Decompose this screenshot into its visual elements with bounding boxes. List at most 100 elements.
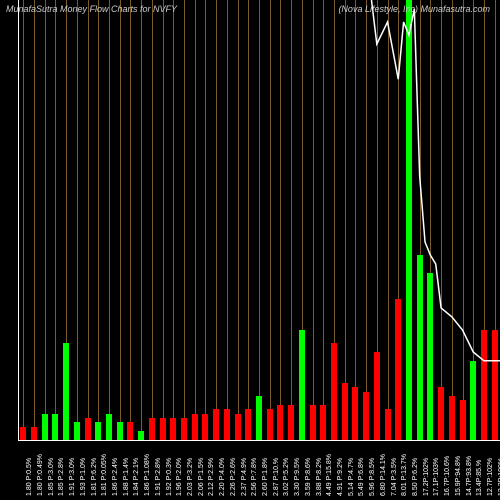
grid-line bbox=[238, 0, 239, 440]
bar bbox=[192, 414, 198, 440]
plot-area bbox=[18, 0, 500, 440]
bar bbox=[363, 392, 369, 440]
grid-line bbox=[45, 0, 46, 440]
x-label: 1.85 P:2.8% bbox=[58, 458, 65, 496]
bar bbox=[74, 422, 80, 440]
bar bbox=[63, 343, 69, 440]
grid-line bbox=[345, 0, 346, 440]
x-label: 8.01 P:13.7% bbox=[401, 454, 408, 496]
grid-line bbox=[452, 0, 453, 440]
bar bbox=[20, 427, 26, 440]
bar bbox=[138, 431, 144, 440]
grid-line bbox=[441, 0, 442, 440]
x-label: 4.49 P:15.8% bbox=[326, 454, 333, 496]
x-label: 1.81 P:6.2% bbox=[91, 458, 98, 496]
bar bbox=[267, 409, 273, 440]
bar bbox=[417, 255, 423, 440]
bar bbox=[160, 418, 166, 440]
bar bbox=[52, 414, 58, 440]
bar bbox=[170, 418, 176, 440]
x-label: 1.80 P:0.49% bbox=[37, 454, 44, 496]
grid-line bbox=[77, 0, 78, 440]
x-label: 2.06 P:1.5% bbox=[198, 458, 205, 496]
x-label: 6.80 P:14.1% bbox=[380, 454, 387, 496]
bar bbox=[277, 405, 283, 440]
x-label: 3.59 P:8.6% bbox=[305, 458, 312, 496]
x-label: 1.86 P:2.4% bbox=[112, 458, 119, 496]
x-label: 1.92 P:0.3% bbox=[166, 458, 173, 496]
bar bbox=[320, 405, 326, 440]
bar bbox=[470, 361, 476, 440]
x-label: 2.12 P:2.9% bbox=[208, 458, 215, 496]
bar bbox=[31, 427, 37, 440]
grid-line bbox=[88, 0, 89, 440]
bar bbox=[492, 330, 498, 440]
grid-line bbox=[259, 0, 260, 440]
bar bbox=[181, 418, 187, 440]
grid-line bbox=[195, 0, 196, 440]
x-label: 1.85 P:3.0% bbox=[48, 458, 55, 496]
grid-line bbox=[34, 0, 35, 440]
x-label: 1.91 P:2.8% bbox=[155, 458, 162, 496]
bar bbox=[310, 405, 316, 440]
grid-line bbox=[55, 0, 56, 440]
bar bbox=[256, 396, 262, 440]
bar bbox=[202, 414, 208, 440]
bar bbox=[481, 330, 487, 440]
chart-title-left: MunafaSutra Money Flow Charts for NVFY bbox=[6, 4, 177, 14]
x-label: 1.88 P:1.4% bbox=[123, 458, 130, 496]
grid-line bbox=[98, 0, 99, 440]
bar bbox=[342, 383, 348, 440]
x-label: 1.86 P:1.08% bbox=[144, 454, 151, 496]
x-label: 17.1P:103% bbox=[433, 458, 440, 496]
x-label: 2.60 P:1.8% bbox=[262, 458, 269, 496]
grid-line bbox=[109, 0, 110, 440]
x-label: 16.7P:10.6% bbox=[444, 456, 451, 496]
bar bbox=[213, 409, 219, 440]
x-label: 5.49 P:6.8% bbox=[358, 458, 365, 496]
bar bbox=[42, 414, 48, 440]
bar bbox=[385, 409, 391, 440]
x-axis bbox=[18, 440, 500, 441]
x-label: 3.88 P:8.2% bbox=[316, 458, 323, 496]
x-label: 2.03 P:3.2% bbox=[187, 458, 194, 496]
grid-line bbox=[388, 0, 389, 440]
bar bbox=[245, 409, 251, 440]
x-label: 1.81 P:0.05% bbox=[101, 454, 108, 496]
grid-line bbox=[141, 0, 142, 440]
x-label: 1.91 P:3.0% bbox=[69, 458, 76, 496]
y-axis bbox=[18, 0, 19, 440]
x-label: 12.7P:102% bbox=[487, 458, 494, 496]
x-label: 2.20 P:4.0% bbox=[219, 458, 226, 496]
bar bbox=[117, 422, 123, 440]
bar bbox=[127, 422, 133, 440]
bar bbox=[395, 299, 401, 440]
x-label: 1.96 P:2.0% bbox=[176, 458, 183, 496]
bar bbox=[299, 330, 305, 440]
grid-line bbox=[366, 0, 367, 440]
grid-line bbox=[270, 0, 271, 440]
x-label: 7.04 P:3.5% bbox=[391, 458, 398, 496]
bar bbox=[449, 396, 455, 440]
grid-line bbox=[227, 0, 228, 440]
grid-line bbox=[248, 0, 249, 440]
bar bbox=[95, 422, 101, 440]
grid-line bbox=[463, 0, 464, 440]
grid-line bbox=[184, 0, 185, 440]
bar bbox=[106, 414, 112, 440]
x-axis-labels: 1.80 P:0.5%1.80 P:0.49%1.85 P:3.0%1.85 P… bbox=[18, 444, 500, 500]
grid-line bbox=[205, 0, 206, 440]
bar bbox=[288, 405, 294, 440]
x-label: 2.26 P:2.6% bbox=[230, 458, 237, 496]
bar bbox=[406, 0, 412, 440]
x-label: 14.7P:93.8% bbox=[466, 456, 473, 496]
grid-line bbox=[280, 0, 281, 440]
grid-line bbox=[163, 0, 164, 440]
chart-title-right: (Nova Lifestyle, Inc) Munafasutra.com bbox=[338, 4, 490, 14]
x-label: 3.30 P:9.5% bbox=[294, 458, 301, 496]
grid-line bbox=[173, 0, 174, 440]
x-label: 3.02 P:5.2% bbox=[283, 458, 290, 496]
x-label: 15.9P:94.8% bbox=[455, 456, 462, 496]
bar bbox=[427, 273, 433, 440]
grid-line bbox=[355, 0, 356, 440]
